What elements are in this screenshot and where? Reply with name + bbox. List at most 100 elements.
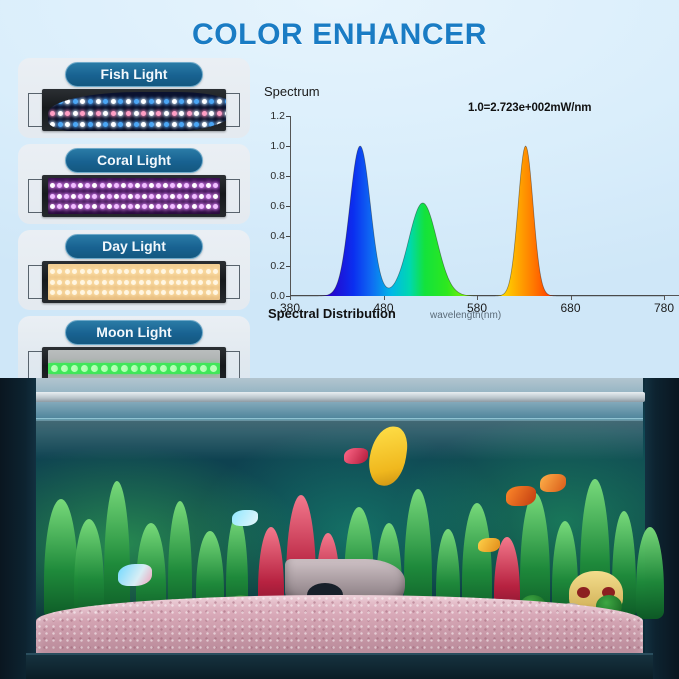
led <box>163 183 169 189</box>
led <box>64 203 70 209</box>
led <box>120 193 126 199</box>
led <box>190 289 196 295</box>
led <box>124 279 130 285</box>
led <box>87 289 93 295</box>
light-glow <box>36 420 643 460</box>
led <box>57 269 63 275</box>
led <box>184 203 190 209</box>
light-mode-card-coral[interactable]: Coral Light <box>18 144 250 224</box>
y-tick <box>286 266 290 267</box>
led <box>205 193 211 199</box>
led <box>110 364 118 372</box>
led <box>149 193 155 199</box>
led <box>118 122 124 128</box>
led <box>163 110 169 116</box>
led <box>224 110 226 116</box>
plant <box>226 515 248 619</box>
led <box>161 289 167 295</box>
led <box>50 203 55 209</box>
chart-subtitle: Spectral Distribution <box>268 306 396 321</box>
led <box>153 269 159 275</box>
led <box>85 183 91 189</box>
led <box>134 203 140 209</box>
led-panel-day <box>48 264 220 300</box>
led <box>72 269 78 275</box>
led-row <box>48 362 220 374</box>
led <box>64 183 70 189</box>
led <box>50 279 55 285</box>
led <box>103 122 109 128</box>
fish <box>232 510 258 526</box>
fixture-body <box>42 89 226 131</box>
tank-left-edge <box>0 378 36 679</box>
led <box>177 183 183 189</box>
led <box>57 98 63 104</box>
light-mode-card-day[interactable]: Day Light <box>18 230 250 310</box>
led <box>163 203 169 209</box>
led <box>60 364 68 372</box>
led <box>209 122 215 128</box>
led <box>198 203 204 209</box>
led <box>65 98 71 104</box>
led <box>95 122 101 128</box>
led <box>170 183 176 189</box>
led <box>99 203 105 209</box>
led <box>150 364 158 372</box>
fixture-body <box>42 261 226 303</box>
led <box>70 364 78 372</box>
light-mode-card-fish[interactable]: Fish Light <box>18 58 250 138</box>
led <box>210 364 217 372</box>
led <box>57 193 63 199</box>
skull-eye-left <box>577 587 590 598</box>
x-tick <box>570 296 572 300</box>
spectrum-area <box>290 146 664 296</box>
top-panel: COLOR ENHANCER Fish Light Coral Light <box>0 0 679 396</box>
led <box>148 122 154 128</box>
led <box>64 289 70 295</box>
led <box>101 289 107 295</box>
led <box>65 110 71 116</box>
x-tick <box>664 296 665 300</box>
led <box>177 203 183 209</box>
led <box>125 122 131 128</box>
led <box>116 279 122 285</box>
led <box>205 279 211 285</box>
led <box>50 122 55 128</box>
led <box>50 193 55 199</box>
led <box>198 193 204 199</box>
led <box>109 289 115 295</box>
led <box>113 183 119 189</box>
led <box>142 203 148 209</box>
led <box>57 122 63 128</box>
led-row <box>48 193 220 199</box>
led <box>186 122 192 128</box>
led <box>177 193 183 199</box>
led <box>205 289 211 295</box>
led <box>194 98 200 104</box>
led <box>148 110 154 116</box>
led <box>198 269 204 275</box>
led <box>80 110 86 116</box>
led <box>65 122 71 128</box>
led <box>78 203 84 209</box>
led <box>131 269 137 275</box>
led <box>101 269 107 275</box>
led <box>71 183 77 189</box>
led <box>50 110 55 116</box>
led <box>120 183 126 189</box>
led <box>92 203 98 209</box>
mount-bracket-right-icon <box>223 179 240 213</box>
y-tick-label: 0.2 <box>270 260 285 272</box>
led <box>184 193 190 199</box>
fish <box>478 538 500 552</box>
led-row <box>48 279 220 285</box>
led <box>156 98 162 104</box>
fish <box>344 448 368 464</box>
y-tick-label: 0.8 <box>270 170 285 182</box>
led <box>191 203 197 209</box>
led <box>190 269 196 275</box>
led <box>85 203 91 209</box>
fish <box>506 486 536 506</box>
y-tick <box>286 176 290 177</box>
led <box>138 289 144 295</box>
